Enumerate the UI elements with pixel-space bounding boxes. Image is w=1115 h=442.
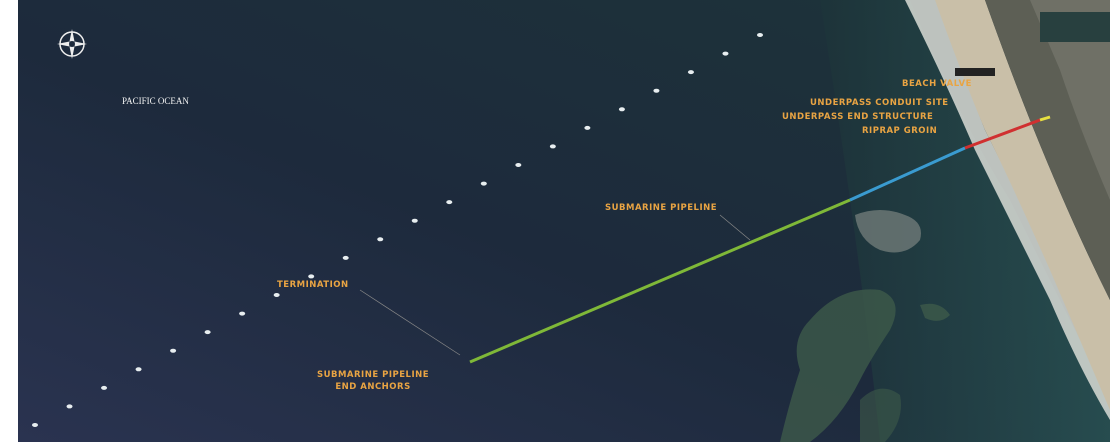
buoy bbox=[481, 182, 487, 186]
buoy bbox=[377, 237, 383, 241]
label: RIPRAP GROIN bbox=[862, 126, 937, 136]
label: UNDERPASS CONDUIT SITE bbox=[810, 98, 949, 108]
buoy bbox=[136, 367, 142, 371]
map: PACIFIC OCEAN BEACH VALVE UNDERPASS COND… bbox=[0, 0, 1115, 442]
beach-valve-box bbox=[955, 68, 995, 76]
label: SUBMARINE PIPELINE bbox=[317, 370, 429, 380]
buoy bbox=[308, 274, 314, 278]
buoy bbox=[412, 219, 418, 223]
buoy bbox=[205, 330, 211, 334]
buoy bbox=[170, 349, 176, 353]
buoy bbox=[584, 126, 590, 130]
buoy bbox=[722, 52, 728, 56]
label: TERMINATION bbox=[277, 280, 349, 290]
label: BEACH VALVE bbox=[902, 79, 972, 89]
buoy bbox=[239, 312, 245, 316]
label: END ANCHORS bbox=[335, 382, 410, 392]
buoy bbox=[515, 163, 521, 167]
buoy bbox=[67, 404, 73, 408]
buoy bbox=[446, 200, 452, 204]
buoy bbox=[619, 107, 625, 111]
buoy bbox=[32, 423, 38, 427]
buoy bbox=[653, 89, 659, 93]
ocean-label: PACIFIC OCEAN bbox=[122, 96, 189, 106]
label: UNDERPASS END STRUCTURE bbox=[782, 112, 933, 122]
buoy bbox=[757, 33, 763, 37]
buoy bbox=[550, 144, 556, 148]
buoy bbox=[101, 386, 107, 390]
label: SUBMARINE PIPELINE bbox=[605, 203, 717, 213]
buoy bbox=[274, 293, 280, 297]
buoy bbox=[343, 256, 349, 260]
buoy bbox=[688, 70, 694, 74]
lagoon bbox=[1040, 12, 1110, 42]
